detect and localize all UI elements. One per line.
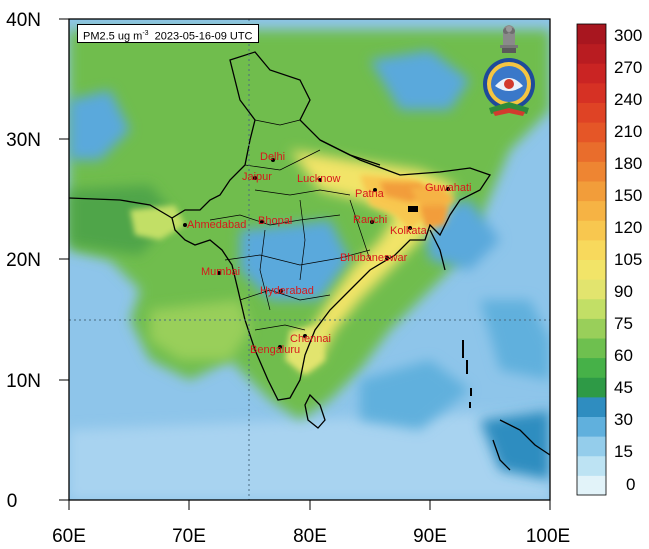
colorbar-label: 75 — [614, 314, 633, 333]
city-label-chennai: Chennai — [290, 333, 331, 345]
pm25-field: Delhi Jaipur Lucknow Patna Guwahati Ahme… — [69, 19, 550, 500]
colorbar-labels: 300 270 240 210 180 150 120 105 90 75 60… — [614, 26, 642, 494]
colorbar-swatch — [577, 298, 606, 319]
city-label-patna: Patna — [355, 188, 385, 200]
x-tick-label: 100E — [526, 526, 570, 547]
city-label-jaipur: Jaipur — [242, 171, 272, 183]
map-title: PM2.5 ug m-3 2023-05-16-09 UTC — [77, 24, 259, 43]
x-tick-label: 90E — [413, 526, 447, 547]
city-label-ranchi: Ranchi — [353, 214, 387, 226]
colorbar-swatch — [577, 63, 606, 84]
colorbar-swatch — [577, 122, 606, 143]
city-markers — [183, 158, 450, 349]
colorbar-swatch — [577, 455, 606, 476]
colorbar — [576, 23, 607, 496]
colorbar-label: 0 — [626, 475, 635, 494]
colorbar-swatch — [577, 43, 606, 64]
y-tick-label: 20N — [6, 250, 41, 271]
colorbar-swatch — [577, 475, 606, 496]
title-unit-exponent: -3 — [142, 30, 149, 37]
city-label-guwahati: Guwahati — [425, 182, 471, 194]
colorbar-swatch — [577, 396, 606, 417]
colorbar-label: 270 — [614, 58, 642, 77]
country-boundaries — [69, 51, 550, 471]
y-tick-label: 10N — [6, 371, 41, 392]
colorbar-label: 30 — [614, 410, 633, 429]
x-tick-label: 80E — [293, 526, 327, 547]
city-label-bengaluru: Bengaluru — [250, 344, 300, 356]
state-boundaries — [209, 119, 371, 331]
colorbar-label: 150 — [614, 186, 642, 205]
imd-logo-icon — [483, 58, 535, 116]
colorbar-swatch — [577, 338, 606, 359]
city-label-lucknow: Lucknow — [297, 173, 340, 185]
colorbar-swatch — [577, 161, 606, 182]
colorbar-label: 120 — [614, 218, 642, 237]
national-emblem-icon — [500, 25, 518, 53]
colorbar-label: 180 — [614, 154, 642, 173]
x-tick-label: 60E — [52, 526, 86, 547]
colorbar-label: 15 — [614, 442, 633, 461]
city-label-bhopal: Bhopal — [258, 215, 292, 227]
y-axis-labels: 40N 30N 20N 10N 0 — [6, 10, 41, 512]
city-label-delhi: Delhi — [260, 151, 285, 163]
city-label-mumbai: Mumbai — [201, 266, 240, 278]
colorbar-label: 90 — [614, 282, 633, 301]
colorbar-label: 300 — [614, 26, 642, 45]
colorbar-label: 240 — [614, 90, 642, 109]
colorbar-label: 45 — [614, 378, 633, 397]
island-markers — [408, 206, 472, 408]
colorbar-swatch — [577, 200, 606, 221]
colorbar-swatch — [577, 82, 606, 103]
colorbar-swatch — [577, 141, 606, 162]
colorbar-swatch — [577, 416, 606, 437]
colorbar-label: 210 — [614, 122, 642, 141]
title-datetime: 2023-05-16-09 UTC — [154, 30, 253, 43]
city-label-hyderabad: Hyderabad — [260, 285, 314, 297]
colorbar-swatch — [577, 279, 606, 300]
colorbar-label: 60 — [614, 346, 633, 365]
colorbar-swatch — [577, 377, 606, 398]
colorbar-swatch — [577, 102, 606, 123]
x-axis-labels: 60E 70E 80E 90E 100E — [52, 526, 570, 547]
colorbar-swatch — [577, 318, 606, 339]
colorbar-label: 105 — [614, 250, 642, 269]
city-labels: Delhi Jaipur Lucknow Patna Guwahati Ahme… — [187, 151, 471, 356]
x-tick-label: 70E — [172, 526, 206, 547]
y-tick-label: 40N — [6, 10, 41, 31]
city-label-bhubaneswar: Bhubaneswar — [340, 252, 408, 264]
colorbar-swatch — [577, 436, 606, 457]
axis-ticks — [59, 18, 551, 510]
y-tick-label: 0 — [7, 491, 18, 512]
colorbar-swatch — [577, 181, 606, 202]
colorbar-swatch — [577, 239, 606, 260]
colorbar-swatch — [577, 259, 606, 280]
colorbar-swatch — [577, 220, 606, 241]
colorbar-frame — [576, 23, 607, 496]
y-tick-label: 30N — [6, 130, 41, 151]
title-variable: PM2.5 ug m — [83, 30, 143, 43]
city-label-kolkata: Kolkata — [390, 225, 428, 237]
city-label-ahmedabad: Ahmedabad — [187, 219, 246, 231]
colorbar-swatch — [577, 357, 606, 378]
colorbar-swatch — [577, 24, 606, 45]
